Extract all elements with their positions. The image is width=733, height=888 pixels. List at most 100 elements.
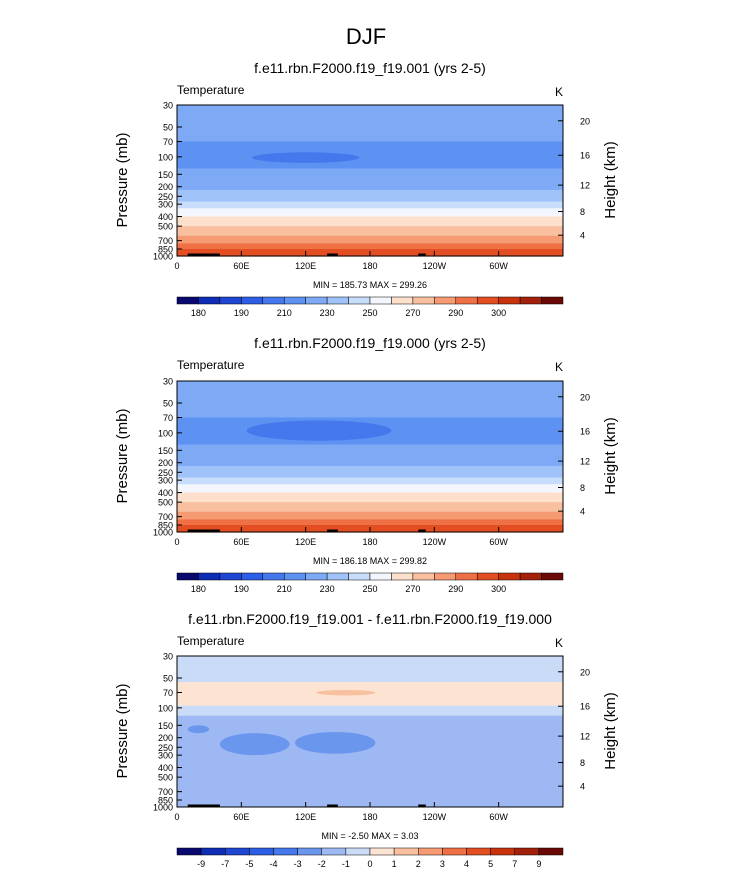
colorbar-label: 270 xyxy=(405,308,420,318)
temperature-band xyxy=(177,168,563,175)
colorbar-label: 4 xyxy=(464,859,469,869)
pressure-tick-label: 300 xyxy=(158,751,173,761)
height-tick-label: 4 xyxy=(580,782,585,792)
longitude-tick-label: 60W xyxy=(489,812,508,822)
topography-mask xyxy=(187,804,220,807)
temperature-band xyxy=(177,474,563,479)
topography-mask xyxy=(327,804,338,807)
longitude-tick-label: 120W xyxy=(423,812,447,822)
temperature-band xyxy=(177,235,563,242)
longitude-tick-label: 120E xyxy=(295,812,316,822)
pressure-tick-label: 150 xyxy=(158,721,173,731)
temperature-band xyxy=(177,511,563,518)
longitude-tick-label: 180 xyxy=(362,537,377,547)
colorbar-label: 1 xyxy=(392,859,397,869)
temperature-band xyxy=(177,243,563,247)
colorbar-swatch xyxy=(241,296,264,305)
topography-mask xyxy=(418,529,426,532)
panel-1-variable-label: Temperature xyxy=(177,83,245,97)
colorbar-label: 5 xyxy=(488,859,493,869)
height-tick-label: 8 xyxy=(580,207,585,217)
pressure-tick-label: 150 xyxy=(158,170,173,180)
panel-2: f.e11.rbn.F2000.f19_f19.000 (yrs 2-5) Te… xyxy=(114,335,619,594)
colorbar-swatch xyxy=(176,847,202,856)
colorbar-swatch xyxy=(369,296,392,305)
panel-3-variable-label: Temperature xyxy=(177,634,245,648)
temperature-band xyxy=(177,472,563,476)
pressure-tick-label: 1000 xyxy=(153,803,173,813)
temperature-band xyxy=(177,450,563,456)
pressure-tick-label: 70 xyxy=(163,413,173,423)
temperature-band xyxy=(177,480,563,485)
colorbar-label: -3 xyxy=(294,859,302,869)
panel-1: f.e11.rbn.F2000.f19_f19.001 (yrs 2-5) Te… xyxy=(114,60,619,318)
colorbar-swatch xyxy=(198,572,221,581)
colorbar-swatch xyxy=(321,847,347,856)
temperature-band xyxy=(177,189,563,194)
temperature-band xyxy=(177,484,563,490)
colorbar-label: 210 xyxy=(277,308,292,318)
diff-contour-region xyxy=(294,731,376,754)
topography-mask xyxy=(418,804,426,807)
temperature-band xyxy=(177,454,563,460)
colorbar-swatch xyxy=(466,847,491,856)
temperature-band xyxy=(177,208,563,214)
colorbar-swatch xyxy=(326,572,349,581)
panel-3-pressure-axis-label: Pressure (mb) xyxy=(114,683,131,778)
colorbar-label: 290 xyxy=(448,584,463,594)
temperature-band xyxy=(177,230,563,237)
panel-2-colorbar: 180 190 210 230 250 270 290 300 xyxy=(176,572,564,594)
colorbar-label: 250 xyxy=(362,584,377,594)
pressure-tick-label: 100 xyxy=(158,152,173,162)
pressure-tick-label: 50 xyxy=(163,122,173,132)
panel-1-units-label: K xyxy=(555,85,563,99)
temperature-band xyxy=(177,119,563,128)
pressure-tick-label: 850 xyxy=(158,245,173,255)
longitude-tick-label: 0 xyxy=(174,537,179,547)
height-tick-label: 12 xyxy=(580,181,590,191)
colorbar-swatch xyxy=(283,296,306,305)
colorbar-label: 190 xyxy=(234,584,249,594)
colorbar-label: -5 xyxy=(245,859,253,869)
colorbar-swatch xyxy=(391,296,414,305)
height-tick-label: 16 xyxy=(580,427,590,437)
temperature-band xyxy=(177,174,563,180)
height-tick-label: 20 xyxy=(580,116,590,126)
pressure-tick-label: 200 xyxy=(158,733,173,743)
colorbar-label: 3 xyxy=(440,859,445,869)
colorbar-label: 180 xyxy=(191,308,206,318)
height-tick-label: 16 xyxy=(580,151,590,161)
colorbar-swatch xyxy=(262,572,285,581)
colorbar-swatch xyxy=(176,572,199,581)
colorbar-swatch xyxy=(455,296,478,305)
temperature-band xyxy=(177,112,563,121)
temperature-band xyxy=(177,178,563,184)
temperature-band xyxy=(177,519,563,523)
pressure-tick-label: 250 xyxy=(158,743,173,753)
temperature-band xyxy=(177,395,563,404)
temperature-band xyxy=(177,444,563,451)
pressure-tick-label: 300 xyxy=(158,476,173,486)
temperature-band xyxy=(177,407,563,414)
temperature-band xyxy=(177,246,563,250)
colorbar-swatch xyxy=(393,847,419,856)
colorbar-label: 230 xyxy=(320,584,335,594)
colorbar-label: 210 xyxy=(277,584,292,594)
temperature-band xyxy=(177,156,563,164)
temperature-band xyxy=(177,219,563,224)
colorbar-swatch xyxy=(176,296,199,305)
panel-2-stats: MIN = 186.18 MAX = 299.82 xyxy=(313,556,427,566)
temperature-band xyxy=(177,502,563,508)
colorbar-swatch xyxy=(297,847,322,856)
pressure-tick-label: 400 xyxy=(158,488,173,498)
colorbar-label: -4 xyxy=(269,859,277,869)
colorbar-swatch xyxy=(369,572,392,581)
colorbar-swatch xyxy=(412,572,435,581)
temperature-band xyxy=(177,516,563,521)
colorbar-swatch xyxy=(305,572,328,581)
temperature-band xyxy=(177,226,563,232)
height-tick-label: 4 xyxy=(580,507,585,517)
longitude-tick-label: 0 xyxy=(174,812,179,822)
longitude-tick-label: 120W xyxy=(423,261,447,271)
temperature-band xyxy=(177,488,563,494)
